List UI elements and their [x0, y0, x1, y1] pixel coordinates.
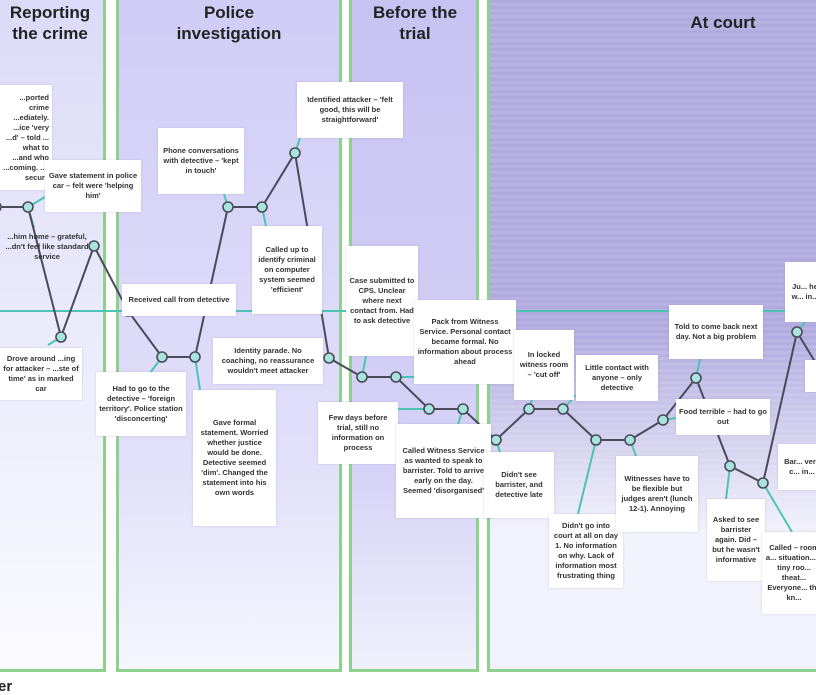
- journey-node: [523, 403, 535, 415]
- journey-node: [690, 372, 702, 384]
- journey-node: [624, 434, 636, 446]
- note-box: Witnesses have to be flexible but judges…: [616, 456, 698, 532]
- journey-node: [724, 460, 736, 472]
- journey-node: [222, 201, 234, 213]
- journey-node: [557, 403, 569, 415]
- footer-text: er: [0, 678, 13, 695]
- note-box: [805, 360, 816, 392]
- note-box: Told to come back next day. Not a big pr…: [669, 305, 763, 359]
- note-box: Food terrible – had to go out: [676, 399, 770, 435]
- journey-path: [0, 150, 816, 485]
- note-box: Gave formal statement. Worried whether j…: [193, 390, 276, 526]
- note-box: Gave statement in police car – felt were…: [45, 160, 141, 212]
- journey-node: [791, 326, 803, 338]
- journey-node: [490, 434, 502, 446]
- journey-node: [156, 351, 168, 363]
- note-box: Few days before trial, still no informat…: [318, 402, 398, 464]
- note-box: ...ported crime ...ediately. ...ice 'ver…: [0, 85, 52, 190]
- journey-node: [356, 371, 368, 383]
- journey-node: [590, 434, 602, 446]
- journey-node: [323, 352, 335, 364]
- note-box: Called – room a... situation... a tiny r…: [762, 532, 816, 614]
- connector-line: [577, 439, 597, 515]
- phase-title: Reporting the crime: [9, 3, 91, 43]
- note-box: Drove around ...ing for attacker – ...st…: [0, 348, 82, 400]
- journey-node: [423, 403, 435, 415]
- note-box: Pack from Witness Service. Personal cont…: [414, 300, 516, 384]
- note-box: Bar... very c... in...: [778, 444, 816, 490]
- journey-node: [189, 351, 201, 363]
- journey-node: [55, 331, 67, 343]
- journey-node: [0, 202, 2, 212]
- note-box: Asked to see barrister again. Did – but …: [707, 499, 765, 581]
- note-box: Phone conversations with detective – 'ke…: [158, 128, 244, 194]
- note-box: In locked witness room – 'cut off': [514, 330, 574, 400]
- note-box: Case submitted to CPS. Unclear where nex…: [346, 246, 418, 356]
- note-box: Identified attacker – 'felt good, this w…: [297, 82, 403, 138]
- journey-node: [22, 201, 34, 213]
- note-box: Received call from detective: [122, 284, 236, 316]
- journey-node: [657, 414, 669, 426]
- phase-title: Police investigation: [176, 3, 282, 43]
- note-box: Little contact with anyone – only detect…: [576, 355, 658, 401]
- journey-node: [457, 403, 469, 415]
- note-box: Had to go to the detective – 'foreign te…: [96, 372, 186, 436]
- journey-node: [757, 477, 769, 489]
- note-box: Didn't see barrister, and detective late: [484, 452, 554, 518]
- journey-node: [88, 240, 100, 252]
- phase-title: At court: [690, 13, 756, 32]
- note-box: Didn't go into court at all on day 1. No…: [549, 514, 623, 588]
- note-box: Ju... he w... in...: [785, 262, 816, 322]
- phase-title: Before the trial: [372, 3, 458, 43]
- note-box: Called Witness Service as wanted to spea…: [396, 424, 491, 518]
- journey-node: [390, 371, 402, 383]
- note-box: Called up to identify criminal on comput…: [252, 226, 322, 314]
- note-text: ...him home – grateful, ...dn't feel lik…: [5, 232, 89, 261]
- journey-node: [289, 147, 301, 159]
- connector-line: [762, 482, 793, 533]
- note-box: Identity parade. No coaching, no reassur…: [213, 338, 323, 384]
- journey-node: [256, 201, 268, 213]
